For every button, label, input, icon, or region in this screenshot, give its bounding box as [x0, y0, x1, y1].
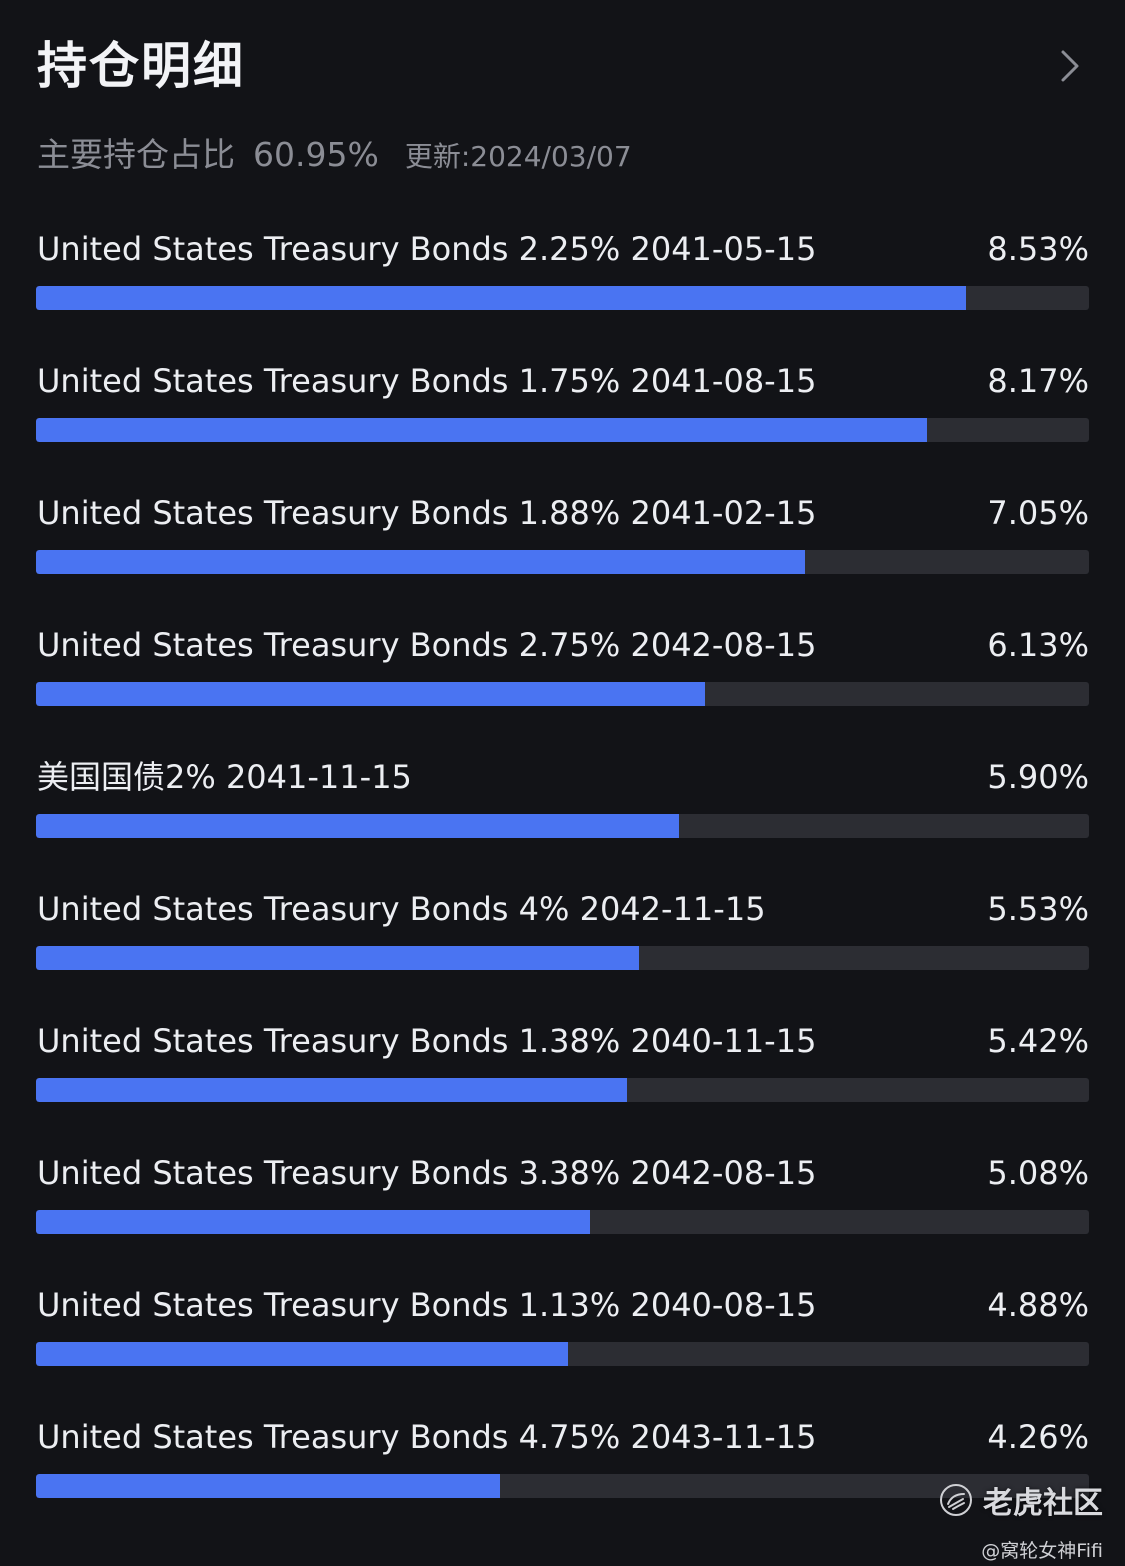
progress-track	[36, 946, 1089, 970]
holding-name: United States Treasury Bonds 1.75% 2041-…	[37, 362, 817, 400]
summary-value: 60.95%	[253, 135, 379, 174]
holding-percent: 5.90%	[987, 758, 1089, 796]
holding-percent: 5.08%	[987, 1154, 1089, 1192]
progress-track	[36, 286, 1089, 310]
holding-percent: 4.26%	[987, 1418, 1089, 1456]
progress-fill	[36, 286, 966, 310]
holding-percent: 4.88%	[987, 1286, 1089, 1324]
watermark: 老虎社区 @窝轮女神Fifi	[939, 1478, 1103, 1563]
tiger-logo-icon	[940, 1484, 972, 1516]
holding-percent: 8.17%	[987, 362, 1089, 400]
header: 持仓明细	[37, 30, 1095, 110]
progress-track	[36, 814, 1089, 838]
progress-fill	[36, 1210, 590, 1234]
holding-row[interactable]: United States Treasury Bonds 4% 2042-11-…	[36, 875, 1089, 1007]
holding-row[interactable]: United States Treasury Bonds 1.13% 2040-…	[36, 1271, 1089, 1403]
holding-row[interactable]: United States Treasury Bonds 1.38% 2040-…	[36, 1007, 1089, 1139]
holding-percent: 8.53%	[987, 230, 1089, 268]
holding-percent: 6.13%	[987, 626, 1089, 664]
watermark-brand-row: 老虎社区	[939, 1478, 1103, 1522]
holding-row[interactable]: 美国国债2% 2041-11-15 5.90%	[36, 743, 1089, 875]
holding-name: United States Treasury Bonds 4.75% 2043-…	[37, 1418, 817, 1456]
holdings-list: United States Treasury Bonds 2.25% 2041-…	[36, 215, 1089, 1535]
progress-track	[36, 682, 1089, 706]
holding-percent: 7.05%	[987, 494, 1089, 532]
holding-name: United States Treasury Bonds 1.13% 2040-…	[37, 1286, 817, 1324]
holding-row[interactable]: United States Treasury Bonds 2.25% 2041-…	[36, 215, 1089, 347]
progress-fill	[36, 550, 805, 574]
holding-name: United States Treasury Bonds 2.25% 2041-…	[37, 230, 817, 268]
progress-track	[36, 1474, 1089, 1498]
progress-fill	[36, 814, 679, 838]
holding-percent: 5.42%	[987, 1022, 1089, 1060]
update-date: 2024/03/07	[470, 140, 632, 173]
progress-track	[36, 418, 1089, 442]
update-label: 更新:	[404, 140, 471, 173]
holding-row[interactable]: United States Treasury Bonds 2.75% 2042-…	[36, 611, 1089, 743]
progress-fill	[36, 1342, 568, 1366]
holding-row[interactable]: United States Treasury Bonds 1.88% 2041-…	[36, 479, 1089, 611]
holding-row[interactable]: United States Treasury Bonds 1.75% 2041-…	[36, 347, 1089, 479]
progress-track	[36, 550, 1089, 574]
holding-summary: 主要持仓占比 60.95% 更新: 2024/03/07	[37, 128, 632, 176]
holding-name: United States Treasury Bonds 1.38% 2040-…	[37, 1022, 817, 1060]
holding-name: United States Treasury Bonds 4% 2042-11-…	[37, 890, 766, 928]
progress-track	[36, 1078, 1089, 1102]
watermark-user: @窝轮女神Fifi	[981, 1540, 1103, 1562]
holding-percent: 5.53%	[987, 890, 1089, 928]
progress-track	[36, 1342, 1089, 1366]
holding-row[interactable]: United States Treasury Bonds 3.38% 2042-…	[36, 1139, 1089, 1271]
holding-name: United States Treasury Bonds 3.38% 2042-…	[37, 1154, 817, 1192]
watermark-brand: 老虎社区	[983, 1486, 1103, 1521]
holding-row[interactable]: United States Treasury Bonds 4.75% 2043-…	[36, 1403, 1089, 1535]
summary-label: 主要持仓占比	[37, 135, 235, 174]
holding-name: 美国国债2% 2041-11-15	[37, 758, 412, 796]
progress-fill	[36, 1474, 500, 1498]
page-title: 持仓明细	[37, 37, 245, 95]
progress-fill	[36, 1078, 627, 1102]
progress-track	[36, 1210, 1089, 1234]
holding-name: United States Treasury Bonds 2.75% 2042-…	[37, 626, 817, 664]
progress-fill	[36, 682, 705, 706]
chevron-right-icon[interactable]	[1051, 48, 1087, 84]
holding-name: United States Treasury Bonds 1.88% 2041-…	[37, 494, 817, 532]
progress-fill	[36, 418, 927, 442]
progress-fill	[36, 946, 639, 970]
